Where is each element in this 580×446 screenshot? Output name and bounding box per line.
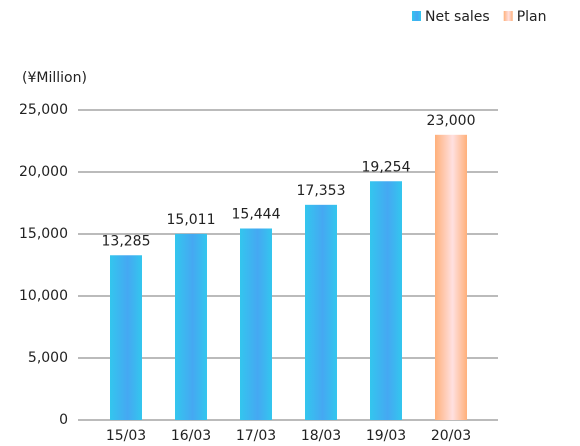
bar xyxy=(435,134,467,421)
data-label: 15,011 xyxy=(167,212,216,228)
y-tick-label: 10,000 xyxy=(19,288,68,304)
y-tick-label: 15,000 xyxy=(19,226,68,242)
x-tick-label: 17/03 xyxy=(236,428,276,444)
bar xyxy=(370,181,402,420)
x-tick-label: 16/03 xyxy=(171,428,211,444)
x-tick-label: 15/03 xyxy=(106,428,146,444)
data-label: 17,353 xyxy=(297,183,346,199)
bar xyxy=(110,255,142,420)
y-axis-label: (¥Million) xyxy=(22,70,87,86)
x-tick-label: 19/03 xyxy=(366,428,406,444)
legend-swatch xyxy=(503,11,513,21)
y-tick-label: 25,000 xyxy=(19,102,68,118)
bar xyxy=(305,204,337,420)
x-tick-label: 20/03 xyxy=(431,428,471,444)
bar xyxy=(240,228,272,420)
x-tick-label: 18/03 xyxy=(301,428,341,444)
legend-swatch xyxy=(412,11,421,21)
data-label: 23,000 xyxy=(427,113,476,129)
data-label: 19,254 xyxy=(362,159,411,175)
y-tick-label: 0 xyxy=(59,412,68,428)
legend-label: Net sales xyxy=(425,9,490,25)
legend-label: Plan xyxy=(517,9,547,25)
y-tick-label: 20,000 xyxy=(19,164,68,180)
data-label: 15,444 xyxy=(232,206,281,222)
y-tick-label: 5,000 xyxy=(28,350,68,366)
data-label: 13,285 xyxy=(102,233,151,249)
bar xyxy=(175,233,207,420)
